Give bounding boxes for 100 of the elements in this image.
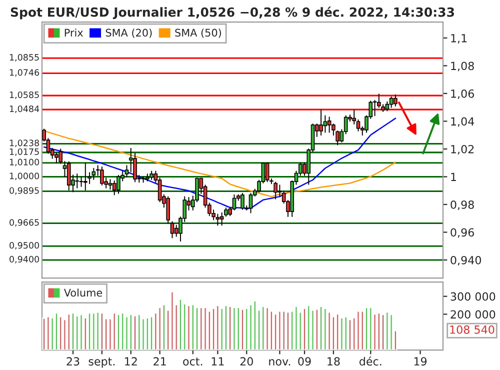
ref-line-label: 1,0000 — [10, 172, 40, 180]
bar — [306, 304, 311, 350]
y-tick-label: 0,96 — [450, 228, 474, 238]
ref-line-label: 0,9400 — [10, 256, 40, 264]
bar — [195, 306, 199, 350]
x-tick-label: nov. — [269, 359, 290, 366]
candlestick — [100, 166, 104, 186]
bar — [116, 314, 120, 350]
bar — [58, 316, 63, 350]
bar — [145, 316, 150, 350]
y-tick-label: 1,08 — [451, 62, 474, 72]
bar — [232, 306, 236, 350]
bar — [356, 310, 360, 350]
y-tick-label: 1 — [451, 172, 456, 181]
bar — [294, 306, 298, 350]
bar — [42, 317, 46, 350]
x-tick-label: déc. — [360, 356, 382, 366]
ref-line-label: 1,0746 — [10, 69, 40, 77]
candlestick — [240, 192, 244, 210]
x-tick-label: 23 — [66, 357, 80, 366]
ref-line-label: 0,9895 — [10, 187, 39, 195]
bar — [66, 313, 71, 350]
bar — [112, 312, 116, 350]
candlestick — [372, 100, 377, 116]
line-series — [43, 130, 396, 198]
bar — [282, 310, 286, 350]
candlestick — [66, 161, 71, 191]
x-tick-label: 20 — [240, 357, 253, 366]
bar — [182, 302, 187, 350]
bar — [170, 290, 174, 350]
y-tick-label: 1,04 — [451, 117, 474, 127]
legend-label: SMA (50) — [175, 28, 222, 38]
candlestick — [248, 192, 253, 214]
bar — [203, 306, 208, 350]
bar — [252, 300, 257, 350]
candlestick — [158, 178, 162, 202]
bar — [376, 312, 381, 350]
bar — [224, 304, 228, 350]
bar — [364, 306, 368, 350]
bar — [310, 309, 315, 350]
bar — [265, 306, 270, 350]
ref-line-label: 1,0484 — [10, 105, 40, 113]
bar — [128, 314, 133, 350]
candlestick — [124, 165, 129, 178]
candlestick — [274, 182, 278, 200]
bar — [150, 316, 154, 350]
candlestick — [220, 212, 224, 226]
bar — [158, 306, 162, 350]
candlestick — [352, 110, 356, 124]
bar — [340, 316, 344, 350]
bar — [207, 310, 212, 350]
bar — [50, 316, 54, 350]
bar — [327, 311, 332, 350]
bar — [314, 308, 319, 350]
y-tick-label: 1,02 — [451, 144, 474, 154]
candlestick — [216, 214, 220, 226]
bar — [348, 318, 352, 350]
x-tick-label: 18 — [328, 357, 340, 366]
y-tick-label: 200 000 — [450, 310, 496, 319]
y-tick-label: 300 000 — [450, 292, 496, 301]
bar — [220, 308, 224, 350]
candlestick — [394, 94, 398, 106]
bar — [261, 306, 266, 350]
ref-line-label: 1,0238 — [10, 140, 39, 148]
bar — [96, 311, 100, 350]
bar — [92, 312, 96, 350]
y-tick-label: 1,1 — [451, 34, 467, 44]
bar — [270, 310, 274, 350]
x-tick-label: sept. — [88, 358, 115, 368]
x-tick-label: 11 — [212, 357, 224, 366]
bar — [199, 306, 204, 350]
candlestick — [265, 162, 270, 182]
bar — [212, 308, 216, 350]
bar — [236, 306, 240, 350]
candlestick — [232, 194, 236, 211]
bar — [178, 298, 182, 350]
candlestick — [385, 101, 390, 112]
ref-line-label: 1,0100 — [10, 158, 40, 166]
bar — [385, 311, 390, 350]
bar — [133, 314, 137, 350]
candlestick — [79, 176, 84, 187]
ref-line-label: 1,0855 — [10, 54, 39, 62]
bar — [248, 304, 253, 350]
candlestick — [92, 168, 96, 180]
bar — [278, 310, 282, 350]
ref-line-label: 1,0175 — [10, 148, 39, 156]
legend-label: Prix — [64, 28, 83, 36]
bar — [88, 312, 92, 350]
bar — [274, 313, 278, 350]
bar — [389, 314, 394, 350]
bar — [120, 312, 125, 350]
candlestick — [108, 179, 112, 190]
candlestick — [356, 119, 360, 132]
bar — [302, 308, 306, 350]
bar — [228, 306, 232, 350]
bar — [75, 314, 80, 350]
line-series — [43, 118, 396, 209]
candlestick — [112, 180, 116, 196]
candlestick — [58, 148, 63, 164]
ref-line-label: 0,9665 — [10, 219, 39, 227]
